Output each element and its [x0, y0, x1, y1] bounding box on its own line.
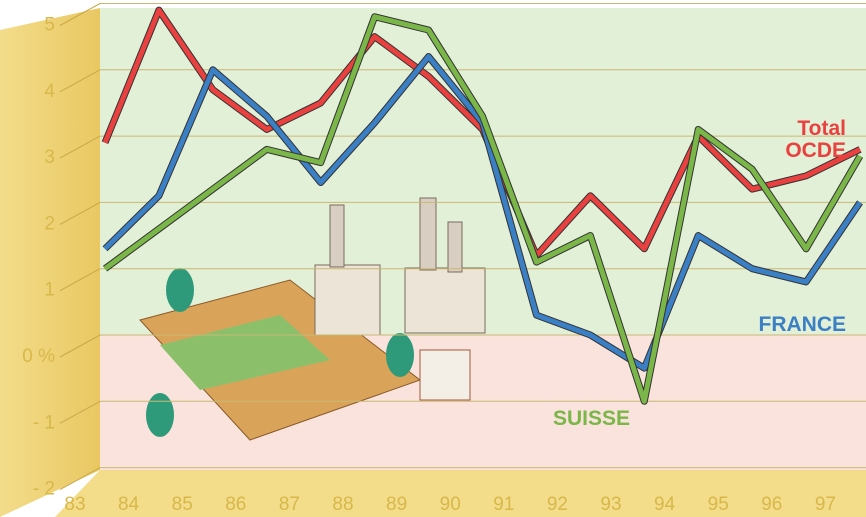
- y-tick-label: 1: [44, 280, 55, 301]
- tick-mark: [59, 400, 101, 424]
- y-tick-label: 0 %: [22, 346, 55, 367]
- y-tick-label: 5: [44, 15, 55, 36]
- x-tick-label: 95: [708, 494, 729, 515]
- tick-mark: [59, 467, 101, 491]
- x-tick-label: 86: [225, 494, 246, 515]
- x-tick-label: 93: [600, 494, 621, 515]
- x-tick-label: 85: [172, 494, 193, 515]
- tick-mark: [59, 268, 101, 292]
- x-tick-label: 88: [332, 494, 353, 515]
- tick-mark: [59, 3, 101, 26]
- floor: [55, 470, 866, 517]
- y-tick-label: - 1: [33, 412, 55, 433]
- series-line: [103, 14, 863, 404]
- left-wall: [0, 8, 100, 517]
- x-tick-label: 83: [64, 494, 85, 515]
- x-tick-label: 84: [118, 494, 140, 515]
- y-tick-label: - 2: [33, 479, 55, 500]
- y-tick-label: 2: [44, 213, 55, 234]
- series-label: SUISSE: [552, 407, 630, 430]
- illustration: [139, 197, 486, 441]
- x-tick-label: 94: [654, 494, 676, 515]
- x-tick-label: 92: [547, 494, 568, 515]
- tick-mark: [59, 69, 101, 93]
- tick-mark: [59, 334, 101, 358]
- x-tick-label: 97: [815, 494, 836, 515]
- y-tick-label: 4: [44, 81, 55, 102]
- y-tick-label: 3: [44, 147, 55, 168]
- series-label: FRANCE: [758, 313, 847, 336]
- tick-mark: [59, 201, 101, 225]
- x-tick-label: 87: [279, 494, 300, 515]
- tick-mark: [59, 135, 101, 159]
- series-label: Total OCDE: [785, 117, 846, 162]
- x-tick-label: 91: [493, 494, 514, 515]
- x-tick-label: 89: [386, 494, 407, 515]
- x-tick-label: 90: [440, 494, 461, 515]
- x-tick-label: 96: [761, 494, 782, 515]
